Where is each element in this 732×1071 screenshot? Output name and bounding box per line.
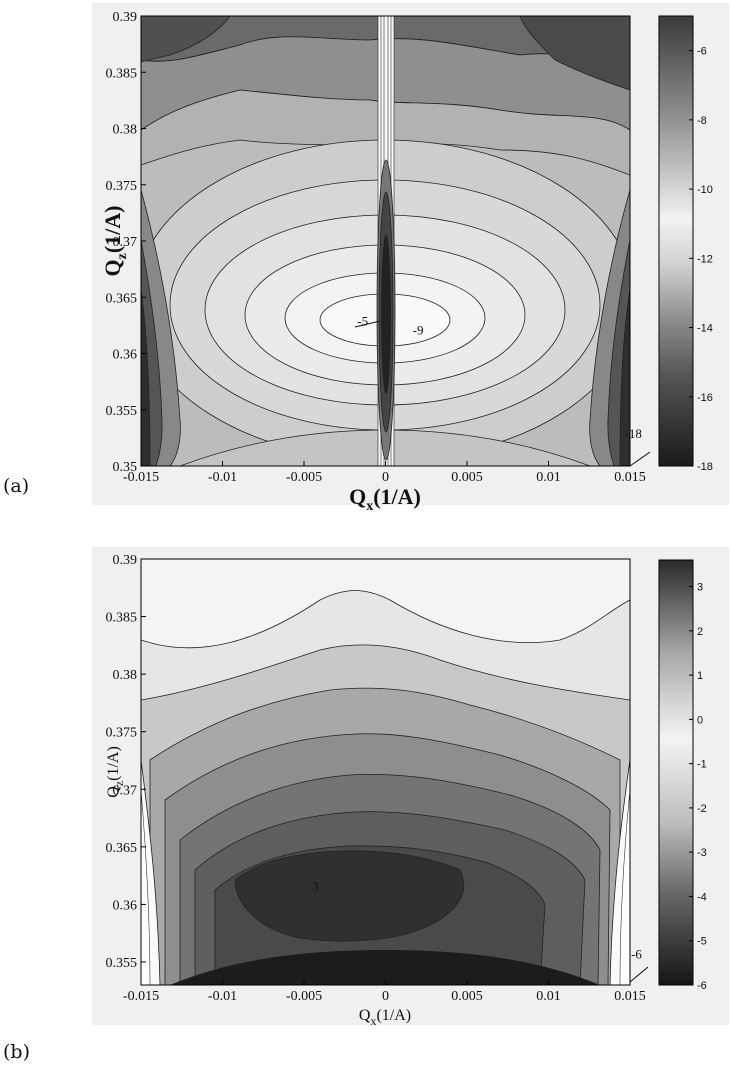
contour-annotation: -5 xyxy=(357,313,368,328)
colorbar-tick-label: 1 xyxy=(697,670,703,682)
y-tick-label: 0.36 xyxy=(113,348,138,363)
panel-b-label: (b) xyxy=(3,1041,30,1063)
colorbar-tick-label: -12 xyxy=(697,253,713,265)
contour-annotation: -18 xyxy=(625,426,642,441)
x-tick-label: -0.015 xyxy=(123,470,159,485)
colorbar-tick-label: -10 xyxy=(697,184,713,196)
x-tick-label: 0.015 xyxy=(614,989,646,1004)
panel-b-contour-field xyxy=(141,559,630,985)
x-tick-label: 0 xyxy=(382,989,389,1004)
y-tick-label: 0.385 xyxy=(106,611,138,626)
contour-annotation: 3 xyxy=(312,879,319,894)
colorbar-tick-label: -5 xyxy=(697,936,707,948)
contour-annotation: -9 xyxy=(413,322,424,337)
y-tick-label: 0.38 xyxy=(113,668,138,683)
y-tick-label: 0.36 xyxy=(113,898,138,913)
colorbar-tick-label: -14 xyxy=(697,323,713,335)
y-tick-label: 0.355 xyxy=(106,956,138,971)
panel-a-y-ticks: 0.35 0.355 0.36 0.365 0.37 0.375 0.38 0.385 0.39 xyxy=(106,10,146,475)
panel-b-x-ticks: -0.015 -0.01 -0.005 0 0.005 0.01 0.015 xyxy=(123,980,646,1004)
colorbar-tick-label: -18 xyxy=(697,461,713,473)
panel-b-colorbar-ticks: -6 -5 -4 -3 -2 -1 0 1 2 3 xyxy=(689,582,707,992)
colorbar-tick-label: -6 xyxy=(697,46,707,58)
panel-a-colorbar-ticks: -18 -16 -14 -12 -10 -8 -6 xyxy=(689,46,713,473)
contour-annotation: -6 xyxy=(631,947,642,962)
x-tick-label: 0.01 xyxy=(536,989,561,1004)
y-tick-label: 0.38 xyxy=(113,123,138,138)
y-tick-label: 0.365 xyxy=(106,841,138,856)
panel-a-contour-field xyxy=(141,16,630,466)
x-tick-label: -0.015 xyxy=(123,989,159,1004)
colorbar-tick-label: -8 xyxy=(697,115,707,127)
panel-b: -0.015 -0.01 -0.005 0 0.005 0.01 0.015 0.3550.… xyxy=(3,553,707,1063)
y-tick-label: 0.37 xyxy=(113,235,138,250)
panel-a-x-label: Qx(1/A) xyxy=(349,484,421,514)
panel-a-colorbar xyxy=(658,15,694,467)
y-tick-label: 0.375 xyxy=(106,179,138,194)
panel-a-x-ticks: -0.015 -0.01 -0.005 0 0.005 0.01 0.015 xyxy=(123,461,646,485)
y-tick-label: 0.37 xyxy=(113,783,138,798)
x-tick-label: 0.015 xyxy=(614,470,646,485)
panel-b-annotations: 3 -6 xyxy=(312,879,642,962)
x-tick-label: -0.01 xyxy=(208,470,237,485)
x-tick-label: 0 xyxy=(382,470,389,485)
colorbar-tick-label: -4 xyxy=(697,891,707,903)
colorbar-tick-label: 0 xyxy=(697,714,703,726)
x-tick-label: 0.005 xyxy=(451,989,483,1004)
panel-b-y-ticks: 0.355 0.36 0.365 0.37 0.375 0.38 0.385 0.39 xyxy=(106,553,146,971)
colorbar-tick-label: -6 xyxy=(697,980,707,992)
y-tick-label: 0.39 xyxy=(113,10,138,25)
x-tick-label: 0.01 xyxy=(536,470,561,485)
y-tick-label: 0.365 xyxy=(106,291,138,306)
panel-a-label: (a) xyxy=(3,475,29,497)
colorbar-tick-label: 2 xyxy=(697,626,703,638)
peak-arrow xyxy=(354,320,381,328)
panel-b-x-label: Qx(1/A) xyxy=(359,1007,411,1028)
panel-a-y-label: Qz(1/A) xyxy=(100,206,130,277)
y-tick-label: 0.385 xyxy=(106,66,138,81)
y-tick-label: 0.35 xyxy=(113,460,138,475)
colorbar-tick-label: -2 xyxy=(697,803,707,815)
y-tick-label: 0.375 xyxy=(106,726,138,741)
colorbar-tick-label: -1 xyxy=(697,759,707,771)
panel-b-y-label: Qz(1/A) xyxy=(105,746,126,798)
y-tick-label: 0.355 xyxy=(106,404,138,419)
panel-a: -0.015 -0.01 -0.005 0 0.005 0.01 0.015 0.350.3… xyxy=(3,10,713,514)
x-tick-label: 0.005 xyxy=(451,470,483,485)
colorbar-tick-label: -16 xyxy=(697,392,713,404)
panel-a-annotations: -5 -9 -18 xyxy=(357,313,642,441)
x-tick-label: -0.005 xyxy=(286,989,322,1004)
x-tick-label: -0.005 xyxy=(286,470,322,485)
colorbar-tick-label: -3 xyxy=(697,847,707,859)
panel-b-colorbar xyxy=(658,559,694,986)
colorbar-tick-label: 3 xyxy=(697,582,703,594)
y-tick-label: 0.39 xyxy=(113,553,138,568)
x-tick-label: -0.01 xyxy=(208,989,237,1004)
